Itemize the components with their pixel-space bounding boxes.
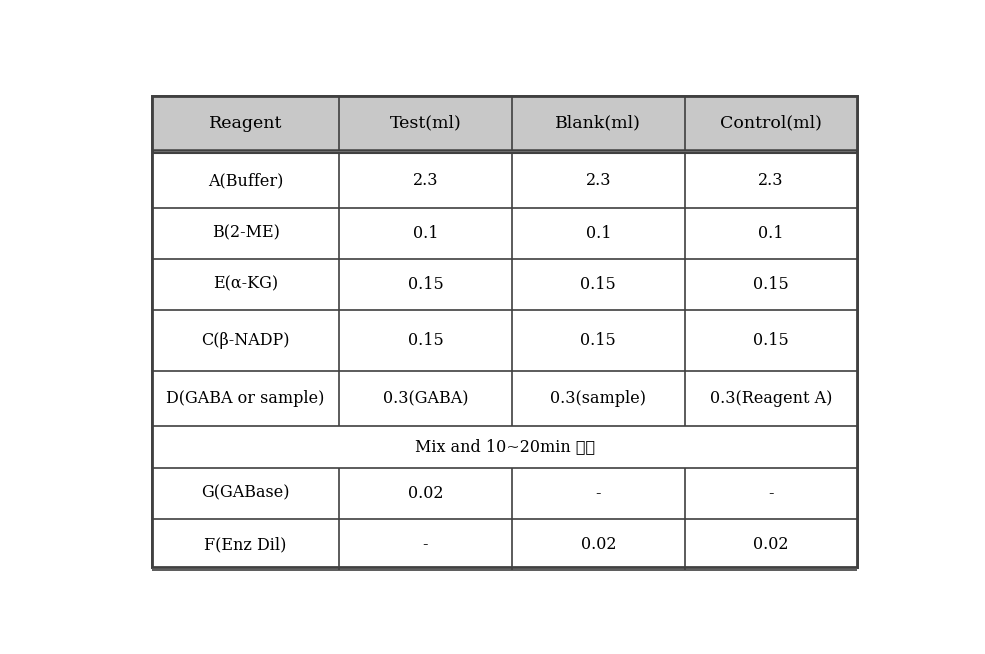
- Text: G(GABase): G(GABase): [201, 485, 290, 502]
- Text: E(α-KG): E(α-KG): [213, 276, 278, 293]
- Text: Control(ml): Control(ml): [720, 114, 822, 131]
- Text: 2.3: 2.3: [758, 172, 784, 189]
- Text: Mix and 10~20min 방치: Mix and 10~20min 방치: [415, 438, 595, 455]
- Text: F(Enz Dil): F(Enz Dil): [205, 536, 287, 553]
- Bar: [152, 426, 858, 468]
- Text: Reagent: Reagent: [209, 114, 283, 131]
- Text: 0.15: 0.15: [580, 276, 617, 293]
- Text: Blank(ml): Blank(ml): [556, 114, 641, 131]
- Text: -: -: [596, 485, 601, 502]
- Bar: [152, 519, 858, 570]
- Text: 0.15: 0.15: [754, 332, 789, 349]
- Text: 0.02: 0.02: [408, 485, 443, 502]
- Text: 0.1: 0.1: [585, 224, 611, 241]
- Text: 2.3: 2.3: [585, 172, 611, 189]
- Text: B(2-ME): B(2-ME): [212, 224, 280, 241]
- Bar: [152, 96, 858, 150]
- Text: 0.3(Reagent A): 0.3(Reagent A): [710, 390, 832, 407]
- Text: C(β-NADP): C(β-NADP): [201, 332, 290, 349]
- Text: Test(ml): Test(ml): [390, 114, 461, 131]
- Text: 0.3(GABA): 0.3(GABA): [383, 390, 468, 407]
- Text: 0.15: 0.15: [580, 332, 617, 349]
- Bar: [152, 468, 858, 519]
- Bar: [152, 153, 858, 207]
- Text: -: -: [768, 485, 774, 502]
- Text: 0.15: 0.15: [754, 276, 789, 293]
- Bar: [152, 259, 858, 310]
- Text: A(Buffer): A(Buffer): [208, 172, 284, 189]
- Text: 0.02: 0.02: [754, 536, 789, 553]
- Text: 0.3(sample): 0.3(sample): [551, 390, 646, 407]
- Bar: [152, 310, 858, 371]
- Text: 0.02: 0.02: [580, 536, 616, 553]
- Bar: [152, 207, 858, 259]
- Text: -: -: [423, 536, 428, 553]
- Text: D(GABA or sample): D(GABA or sample): [166, 390, 325, 407]
- Text: 0.1: 0.1: [413, 224, 438, 241]
- Text: 0.15: 0.15: [408, 276, 443, 293]
- Text: 2.3: 2.3: [413, 172, 438, 189]
- Text: 0.1: 0.1: [758, 224, 784, 241]
- Text: 0.15: 0.15: [408, 332, 443, 349]
- Bar: [152, 371, 858, 426]
